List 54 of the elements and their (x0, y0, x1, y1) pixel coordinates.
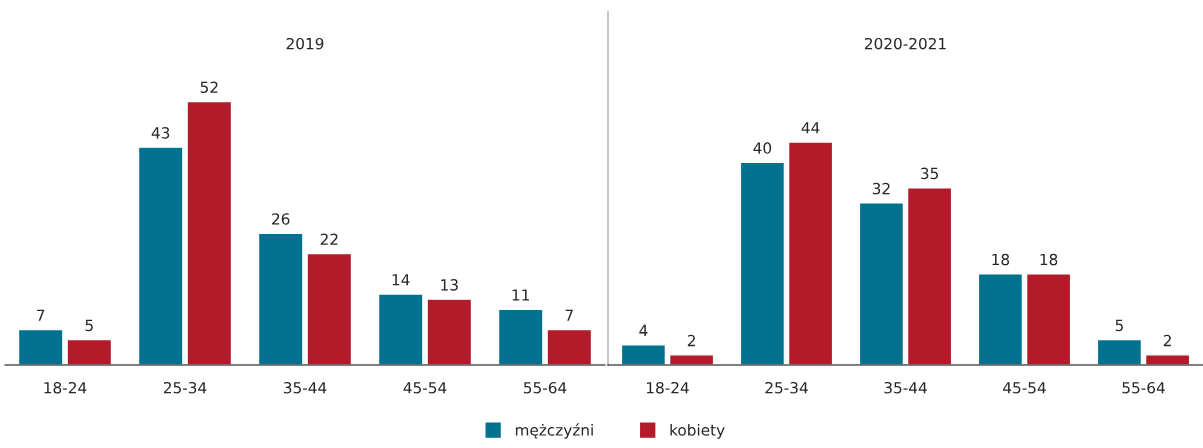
data-label: 40 (753, 142, 772, 154)
x-tick-label: 45-54 (403, 382, 447, 394)
x-tick-label: 18-24 (646, 381, 689, 394)
bar (1144, 354, 1191, 365)
bar (377, 293, 424, 365)
bar (787, 141, 834, 365)
data-label: 5 (1115, 319, 1123, 332)
legend-label: mężczyźni (515, 423, 593, 439)
bar (1096, 338, 1143, 365)
data-label: 18 (1040, 253, 1058, 266)
bar (620, 344, 667, 365)
x-tick-label: 45-54 (1003, 382, 1046, 394)
bar (17, 328, 64, 365)
x-tick-label: 35-44 (884, 381, 927, 394)
data-label: 4 (639, 324, 648, 336)
data-label: 32 (872, 182, 890, 195)
x-tick-label: 25-34 (765, 381, 808, 394)
data-label: 13 (441, 279, 458, 291)
bar (739, 161, 786, 365)
x-tick-label: 18-24 (44, 381, 87, 394)
x-tick-label: 25-34 (163, 381, 207, 394)
bar (66, 338, 113, 365)
data-label: 7 (37, 309, 45, 321)
bar (497, 308, 544, 365)
bar (858, 202, 905, 365)
data-label: 7 (565, 309, 573, 321)
bar (137, 146, 184, 365)
x-tick-label: 55-64 (1122, 381, 1165, 394)
data-label: 18 (992, 253, 1010, 266)
legend-label: kobiety (670, 423, 725, 439)
data-label: 44 (801, 122, 820, 134)
data-label: 22 (320, 233, 338, 245)
data-label: 2 (1163, 334, 1171, 347)
bar (257, 232, 304, 365)
chart-title: 2020-2021 (864, 37, 946, 50)
data-label: 5 (85, 319, 93, 332)
bar (306, 252, 353, 365)
data-label: 2 (687, 334, 695, 347)
bar (668, 354, 715, 365)
bar (906, 186, 953, 365)
data-label: 26 (272, 213, 290, 225)
data-label: 52 (200, 81, 218, 94)
data-label: 14 (392, 274, 410, 286)
bar (1025, 273, 1072, 365)
x-tick-label: 35-44 (283, 381, 327, 394)
x-tick-label: 55-64 (523, 381, 567, 394)
bar (977, 273, 1024, 365)
data-label: 11 (512, 289, 530, 301)
data-label: 43 (151, 127, 170, 139)
bar (426, 298, 473, 365)
bar (546, 328, 593, 365)
data-label: 35 (921, 167, 938, 180)
bar (186, 100, 233, 365)
chart-title: 2019 (286, 37, 324, 50)
